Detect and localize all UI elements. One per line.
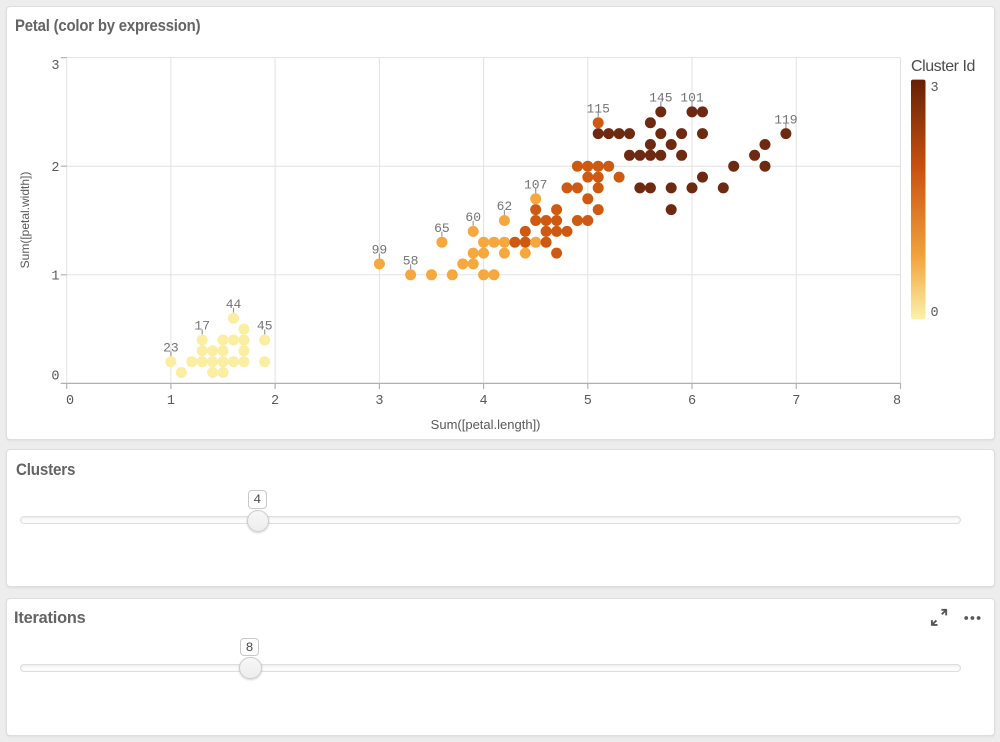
svg-text:99: 99 [372,243,388,258]
svg-text:107: 107 [524,178,547,193]
svg-text:8: 8 [893,394,901,409]
svg-text:145: 145 [649,91,672,106]
svg-text:4: 4 [480,394,488,409]
svg-text:0: 0 [51,370,59,385]
svg-text:62: 62 [497,199,513,214]
svg-text:0: 0 [931,306,939,321]
svg-text:115: 115 [586,102,609,117]
svg-text:Sum([petal.width]): Sum([petal.width]) [18,172,32,269]
svg-text:101: 101 [680,91,704,106]
svg-text:44: 44 [226,297,242,312]
svg-text:65: 65 [434,221,450,236]
svg-text:Cluster Id: Cluster Id [911,58,975,75]
svg-text:Sum([petal.length]): Sum([petal.length]) [431,417,541,432]
svg-text:6: 6 [688,394,696,409]
svg-text:5: 5 [584,394,592,409]
svg-text:3: 3 [375,394,383,409]
svg-text:7: 7 [792,394,800,409]
svg-text:23: 23 [163,340,179,355]
svg-text:1: 1 [51,269,59,284]
svg-text:60: 60 [465,210,481,225]
svg-text:2: 2 [271,394,279,409]
svg-text:3: 3 [51,59,59,74]
svg-text:1: 1 [167,394,175,409]
svg-text:0: 0 [66,394,74,409]
svg-text:119: 119 [774,112,797,127]
svg-text:3: 3 [931,81,939,96]
svg-text:45: 45 [257,319,273,334]
svg-text:17: 17 [194,319,210,334]
svg-text:58: 58 [403,254,419,269]
svg-text:2: 2 [51,161,59,176]
